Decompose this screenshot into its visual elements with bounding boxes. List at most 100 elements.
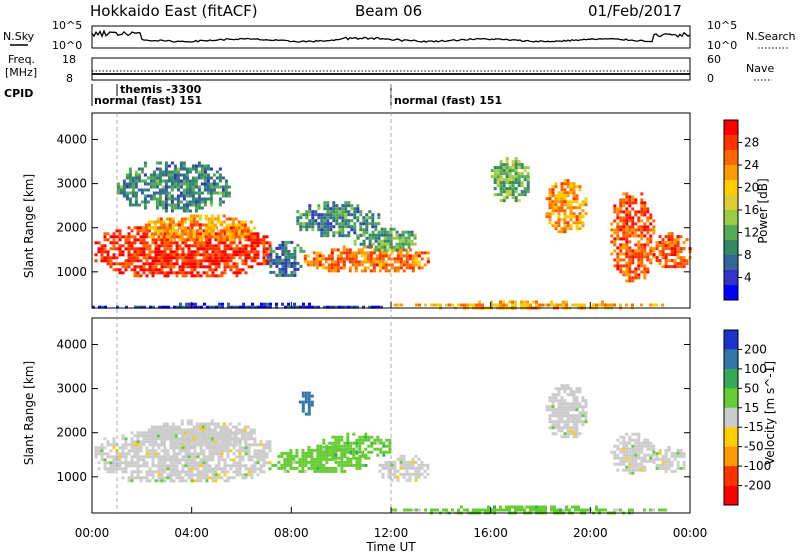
data-cell	[121, 434, 125, 438]
data-cell	[157, 268, 161, 272]
data-cell	[206, 191, 210, 195]
data-cell	[676, 448, 680, 452]
data-cell	[140, 305, 143, 309]
data-cell	[502, 187, 506, 191]
data-cell	[613, 264, 617, 268]
data-cell	[325, 457, 329, 461]
data-cell	[646, 438, 650, 442]
data-cell	[319, 463, 323, 467]
data-cell	[380, 227, 384, 231]
data-cell	[622, 219, 626, 223]
data-cell	[151, 268, 155, 272]
data-cell	[640, 243, 644, 247]
data-cell	[366, 266, 370, 270]
data-cell	[131, 191, 135, 195]
data-cell	[670, 241, 674, 245]
data-cell	[360, 269, 364, 273]
data-cell	[381, 254, 385, 258]
data-cell	[191, 185, 195, 189]
data-cell	[423, 251, 427, 255]
data-cell	[169, 446, 173, 450]
data-cell	[284, 255, 288, 259]
data-cell	[296, 219, 300, 223]
data-cell	[208, 259, 212, 263]
data-cell	[402, 466, 406, 470]
data-cell	[575, 426, 579, 430]
data-cell	[584, 197, 588, 201]
data-cell	[148, 449, 152, 453]
data-cell	[223, 259, 227, 263]
data-cell	[203, 203, 207, 207]
data-cell	[658, 262, 662, 266]
data-cell	[151, 440, 155, 444]
data-cell	[296, 216, 300, 220]
data-cell	[514, 199, 518, 203]
data-cell	[301, 448, 305, 452]
data-cell	[154, 455, 158, 459]
data-cell	[673, 469, 677, 473]
data-cell	[610, 303, 613, 307]
data-cell	[284, 249, 288, 253]
data-cell	[118, 235, 122, 239]
data-cell	[200, 305, 203, 309]
data-cell	[283, 469, 287, 473]
data-cell	[243, 431, 247, 435]
data-cell	[658, 448, 662, 452]
data-cell	[158, 179, 162, 183]
data-cell	[196, 473, 200, 477]
data-cell	[246, 232, 250, 236]
data-cell	[304, 394, 308, 398]
data-cell	[232, 265, 236, 269]
data-cell	[393, 266, 397, 270]
data-cell	[622, 258, 626, 262]
data-cell	[243, 220, 247, 224]
data-cell	[320, 225, 324, 229]
data-cell	[646, 231, 650, 235]
data-cell	[679, 247, 683, 251]
data-cell	[136, 455, 140, 459]
data-cell	[374, 245, 378, 249]
data-cell	[162, 220, 166, 224]
data-cell	[637, 267, 641, 271]
data-cell	[548, 396, 552, 400]
data-cell	[598, 508, 601, 512]
data-cell	[252, 431, 256, 435]
data-cell	[335, 204, 339, 208]
data-cell	[652, 247, 656, 251]
data-cell	[247, 256, 251, 260]
data-cell	[401, 245, 405, 249]
data-cell	[562, 303, 565, 307]
data-cell	[256, 238, 260, 242]
data-cell	[183, 232, 187, 236]
data-cell	[166, 274, 170, 278]
data-cell	[151, 431, 155, 435]
data-cell	[160, 226, 164, 230]
data-cell	[331, 447, 335, 451]
data-cell	[136, 443, 140, 447]
data-cell	[628, 195, 632, 199]
data-cell	[309, 263, 313, 267]
data-cell	[595, 505, 598, 509]
data-cell	[640, 246, 644, 250]
data-cell	[572, 390, 576, 394]
data-cell	[418, 508, 421, 512]
data-cell	[566, 203, 570, 207]
data-cell	[220, 271, 224, 275]
data-cell	[253, 440, 257, 444]
data-cell	[109, 247, 113, 251]
data-cell	[216, 431, 220, 435]
data-cell	[299, 213, 303, 217]
data-cell	[162, 223, 166, 227]
data-cell	[136, 452, 140, 456]
data-cell	[157, 452, 161, 456]
data-cell	[310, 394, 314, 398]
data-cell	[340, 463, 344, 467]
data-cell	[557, 212, 561, 216]
data-cell	[284, 264, 288, 268]
data-cell	[517, 163, 521, 167]
data-cell	[348, 248, 352, 252]
data-cell	[164, 179, 168, 183]
data-cell	[304, 397, 308, 401]
data-cell	[118, 461, 122, 465]
data-cell	[127, 241, 131, 245]
